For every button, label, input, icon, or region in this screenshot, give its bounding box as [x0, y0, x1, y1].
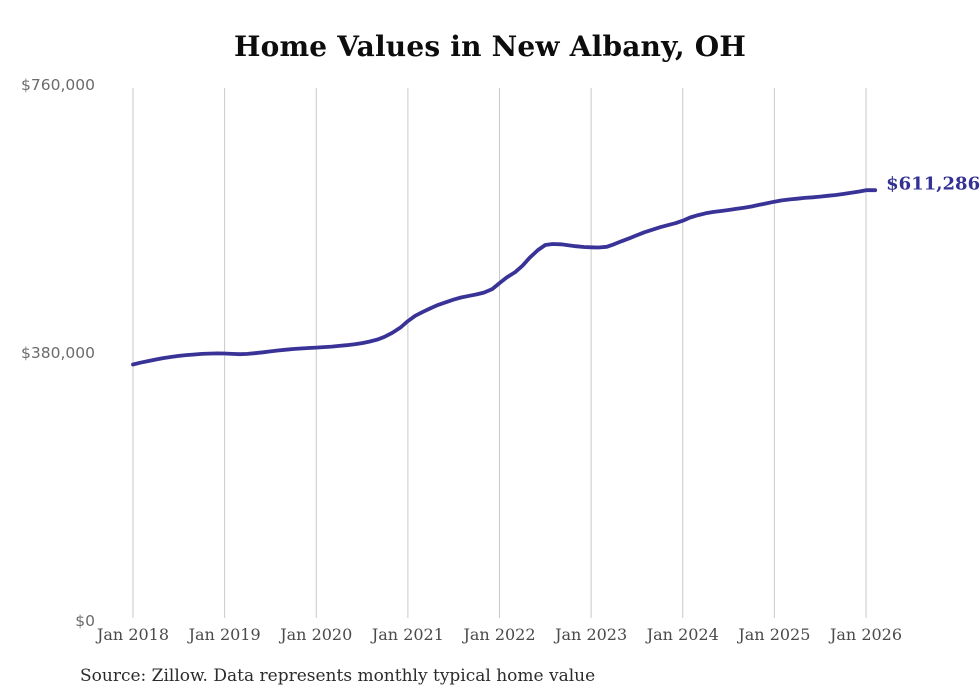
x-axis-tick-label: Jan 2020 — [280, 625, 353, 644]
x-axis-tick-label: Jan 2023 — [555, 625, 628, 644]
source-note: Source: Zillow. Data represents monthly … — [80, 666, 596, 686]
x-axis-tick-label: Jan 2022 — [463, 625, 536, 644]
x-axis-tick-label: Jan 2018 — [96, 625, 170, 644]
y-axis-tick-label: $380,000 — [21, 344, 95, 363]
x-axis-tick-label: Jan 2024 — [646, 625, 719, 644]
y-axis-tick-label: $0 — [75, 612, 95, 630]
y-axis-tick-label: $760,000 — [21, 76, 95, 95]
x-axis-tick-label: Jan 2025 — [738, 625, 811, 644]
x-axis-tick-label: Jan 2019 — [188, 625, 261, 644]
x-axis-tick-label: Jan 2026 — [829, 625, 903, 644]
x-axis-tick-label: Jan 2021 — [371, 625, 444, 644]
end-value-label: $611,286 — [886, 173, 980, 195]
chart-title: Home Values in New Albany, OH — [233, 30, 747, 63]
value-line — [131, 188, 878, 367]
